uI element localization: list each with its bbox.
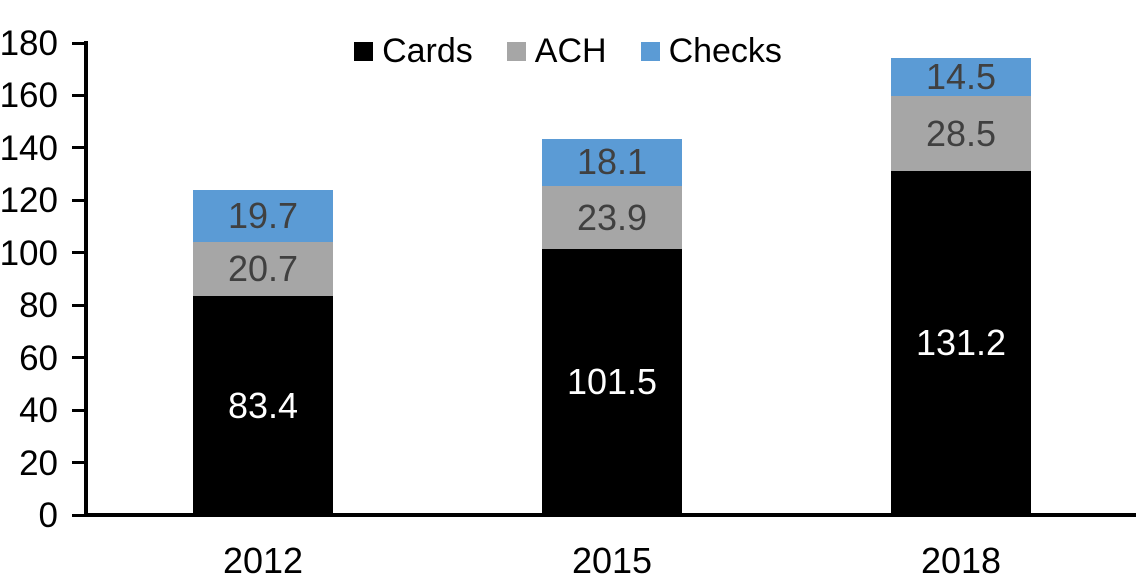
data-label: 23.9 [576, 196, 648, 238]
legend-label: Cards [382, 32, 473, 70]
legend-swatch-icon [506, 41, 526, 61]
bar-segment-2015-ach: 23.9 [542, 186, 682, 249]
x-axis-category-label: 2012 [222, 540, 304, 581]
y-axis-tick-label: 60 [19, 339, 58, 378]
y-axis-tick [72, 356, 88, 359]
data-label: 14.5 [925, 56, 997, 98]
data-label: 101.5 [566, 360, 658, 402]
bar-segment-2018-checks: 14.5 [891, 56, 1031, 98]
y-axis-tick-label: 20 [19, 444, 58, 483]
bar-segment-2018-cards: 131.2 [891, 170, 1031, 515]
y-axis-tick-label: 140 [0, 129, 58, 168]
y-axis-tick-label: 120 [0, 181, 58, 220]
y-axis-tick-label: 40 [19, 391, 58, 430]
data-label: 18.1 [576, 141, 648, 183]
y-axis-tick [72, 461, 88, 464]
bar-segment-2012-checks: 19.7 [193, 190, 333, 243]
x-axis-category-label: 2015 [571, 540, 653, 581]
y-axis-tick [72, 199, 88, 202]
bar-segment-2012-ach: 20.7 [193, 242, 333, 297]
data-label: 20.7 [227, 248, 299, 290]
x-axis-line [84, 513, 1136, 517]
bar-segment-2012-cards: 83.4 [193, 296, 333, 515]
data-label: 131.2 [915, 321, 1007, 363]
y-axis-line [84, 41, 88, 517]
x-axis-category-label: 2018 [920, 540, 1002, 581]
y-axis-tick [72, 409, 88, 412]
data-label: 28.5 [925, 112, 997, 154]
legend-swatch-icon [354, 41, 374, 61]
bar-segment-2015-checks: 18.1 [542, 138, 682, 187]
y-axis-tick-label: 0 [38, 496, 58, 535]
y-axis-tick-label: 180 [0, 24, 58, 63]
legend-item-checks: Checks [640, 32, 782, 70]
y-axis-tick [72, 304, 88, 307]
legend-label: Checks [668, 32, 782, 70]
bar-segment-2015-cards: 101.5 [542, 248, 682, 515]
data-label: 19.7 [227, 195, 299, 237]
y-axis-tick [72, 251, 88, 254]
y-axis-tick [72, 514, 88, 517]
y-axis-tick [72, 42, 88, 45]
y-axis-tick-label: 100 [0, 234, 58, 273]
y-axis-tick-label: 80 [19, 286, 58, 325]
data-label: 83.4 [227, 384, 299, 426]
y-axis-tick [72, 94, 88, 97]
legend-swatch-icon [640, 41, 660, 61]
y-axis-tick [72, 146, 88, 149]
legend-item-cards: Cards [354, 34, 473, 68]
legend-label: ACH [534, 32, 607, 70]
chart-legend: Cards ACH Checks [0, 30, 1136, 72]
bar-segment-2018-ach: 28.5 [891, 96, 1031, 171]
legend-item-ach: ACH [506, 32, 607, 70]
y-axis-tick-label: 160 [0, 76, 58, 115]
